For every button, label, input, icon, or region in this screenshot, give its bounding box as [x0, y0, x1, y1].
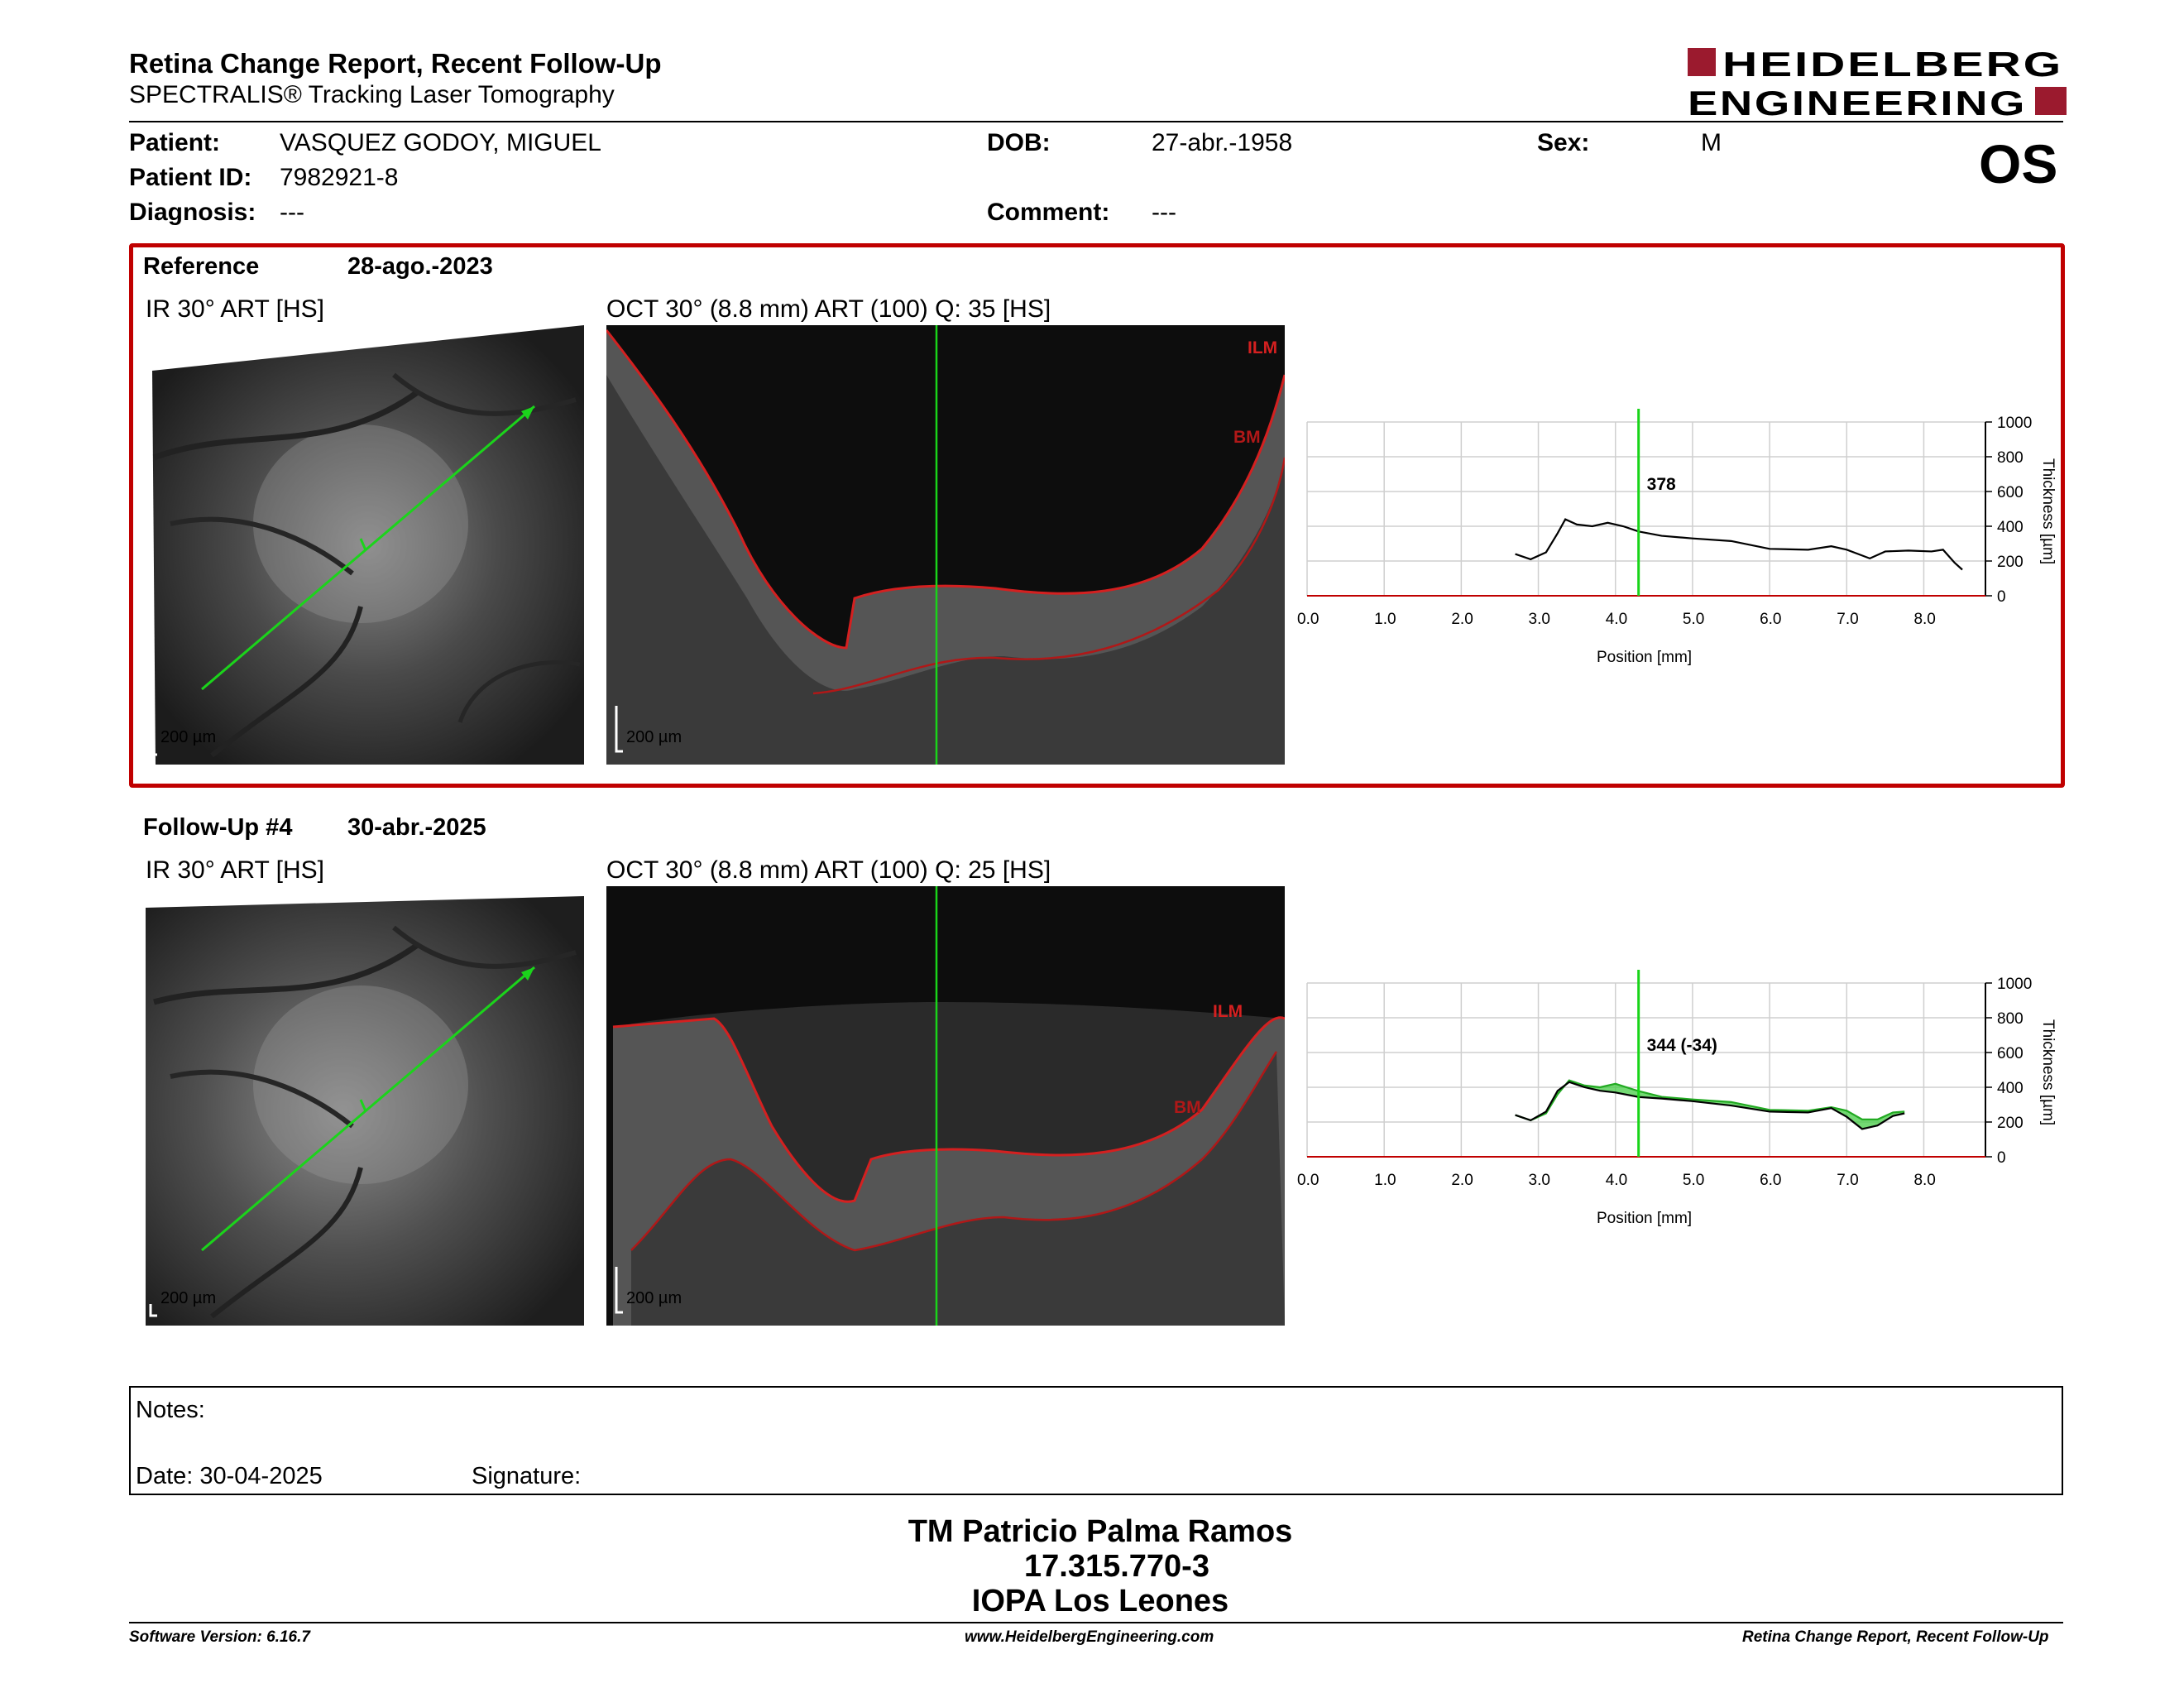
- logo-line2: ENGINEERING: [1688, 84, 2027, 118]
- reference-oct-bscan[interactable]: ILM BM 200 µm: [606, 325, 1285, 765]
- followup-plot-ytick-label: 800: [1997, 1010, 2024, 1028]
- reference-plot-series-line: [1515, 518, 1963, 571]
- reference-ir-scale-label: 200 µm: [160, 728, 216, 746]
- reference-plot-xtick-label: 4.0: [1606, 611, 1627, 628]
- patient-name: VASQUEZ GODOY, MIGUEL: [280, 129, 601, 156]
- reference-plot-ytick-label: 600: [1997, 484, 2024, 501]
- reference-plot-ytick-label: 1000: [1997, 415, 2032, 432]
- diagnosis-value: ---: [280, 199, 304, 226]
- followup-thickness-plot: 0 200 400 600 800 1000 0.0 1.0 2.0 3.0 4.0 5.0 6.0 7.…: [1297, 970, 2057, 1227]
- eye-indicator: OS: [1979, 133, 2058, 194]
- logo-line1: HEIDELBERG: [1722, 46, 2063, 84]
- diagnosis-label: Diagnosis:: [129, 199, 256, 226]
- reference-ilm-label: ILM: [1248, 338, 1277, 357]
- followup-plot-xtick-label: 3.0: [1529, 1172, 1550, 1189]
- software-version: Software Version: 6.16.7: [129, 1628, 310, 1646]
- reference-plot-xtick-label: 5.0: [1683, 611, 1704, 628]
- followup-bm-label: BM: [1174, 1098, 1201, 1117]
- followup-plot-ytick-label: 0: [1997, 1149, 2006, 1167]
- patient-label: Patient:: [129, 129, 221, 156]
- signer-institution: IOPA Los Leones: [971, 1584, 1229, 1618]
- reference-plot-xtick-label: 2.0: [1451, 611, 1473, 628]
- reference-date: 28-ago.-2023: [347, 253, 493, 280]
- footer-report-name: Retina Change Report, Recent Follow-Up: [1742, 1628, 2049, 1646]
- followup-plot-ytick-label: 200: [1997, 1115, 2024, 1132]
- followup-ilm-label: ILM: [1213, 1002, 1243, 1021]
- sex-label: Sex:: [1537, 129, 1590, 156]
- followup-oct-scale-label: 200 µm: [626, 1289, 682, 1307]
- followup-plot-change-area: [1515, 1080, 1905, 1129]
- followup-plot-xtick-label: 2.0: [1451, 1172, 1473, 1189]
- reference-plot-xtick-label: 1.0: [1374, 611, 1396, 628]
- followup-plot-xtick-label: 4.0: [1606, 1172, 1627, 1189]
- signature-label: Signature:: [472, 1463, 582, 1489]
- reference-plot-ytick-label: 800: [1997, 449, 2024, 467]
- dob-value: 27-abr.-1958: [1152, 129, 1293, 156]
- reference-ir-fundus-image[interactable]: 200 µm: [146, 325, 584, 765]
- followup-plot-xtick-label: 1.0: [1374, 1172, 1396, 1189]
- followup-plot-ytick-label: 400: [1997, 1080, 2024, 1097]
- followup-plot-series-line: [1515, 1081, 1905, 1130]
- followup-date: 30-abr.-2025: [347, 814, 486, 841]
- reference-plot-xtick-label: 3.0: [1529, 611, 1550, 628]
- followup-plot-xtick-label: 5.0: [1683, 1172, 1704, 1189]
- reference-plot-xtick-label: 6.0: [1760, 611, 1781, 628]
- followup-plot-ytick-label: 1000: [1997, 976, 2032, 993]
- website-link[interactable]: www.HeidelbergEngineering.com: [965, 1628, 1214, 1646]
- followup-oct-bscan[interactable]: ILM BM 200 µm: [606, 886, 1285, 1326]
- notes-box[interactable]: [129, 1386, 2063, 1495]
- followup-plot-ylabel: Thickness [µm]: [2039, 1019, 2057, 1125]
- reference-ir-title: IR 30° ART [HS]: [146, 295, 324, 323]
- reference-oct-scale-label: 200 µm: [626, 728, 682, 746]
- reference-plot-ytick-label: 400: [1997, 519, 2024, 536]
- followup-plot-xtick-label: 6.0: [1760, 1172, 1781, 1189]
- reference-plot-cursor-value: 378: [1647, 475, 1676, 494]
- followup-ir-fundus-image[interactable]: 200 µm: [146, 886, 584, 1326]
- reference-plot-xtick-label: 0.0: [1297, 611, 1319, 628]
- reference-plot-xtick-label: 7.0: [1837, 611, 1858, 628]
- heidelberg-logo: HEIDELBERG ENGINEERING: [1688, 46, 2067, 118]
- signer-id: 17.315.770-3: [1024, 1549, 1209, 1584]
- footer-divider: [129, 1622, 2063, 1623]
- signer-name: TM Patricio Palma Ramos: [908, 1514, 1293, 1549]
- reference-plot-ylabel: Thickness [µm]: [2039, 458, 2057, 564]
- followup-ir-scale-label: 200 µm: [160, 1289, 216, 1307]
- followup-plot-series-line: [1515, 1079, 1905, 1122]
- notes-label: Notes:: [136, 1397, 205, 1423]
- reference-label: Reference: [143, 253, 260, 280]
- report-subtitle: SPECTRALIS® Tracking Laser Tomography: [129, 81, 615, 108]
- followup-plot-xtick-label: 0.0: [1297, 1172, 1319, 1189]
- report-title: Retina Change Report, Recent Follow-Up: [129, 48, 662, 79]
- reference-oct-title: OCT 30° (8.8 mm) ART (100) Q: 35 [HS]: [606, 295, 1051, 323]
- reference-plot-xtick-label: 8.0: [1913, 611, 1935, 628]
- followup-label: Follow-Up #4: [143, 814, 293, 841]
- header-divider: [129, 121, 2063, 122]
- followup-oct-title: OCT 30° (8.8 mm) ART (100) Q: 25 [HS]: [606, 856, 1051, 884]
- reference-plot-xlabel: Position [mm]: [1597, 649, 1692, 666]
- followup-ir-title: IR 30° ART [HS]: [146, 856, 324, 884]
- reference-plot-ytick-label: 200: [1997, 554, 2024, 571]
- followup-plot-cursor-value: 344 (-34): [1647, 1036, 1717, 1055]
- reference-frame: [129, 243, 2065, 788]
- comment-value: ---: [1152, 199, 1176, 226]
- patient-id-label: Patient ID:: [129, 164, 252, 191]
- followup-plot-xtick-label: 7.0: [1837, 1172, 1858, 1189]
- followup-plot-xtick-label: 8.0: [1913, 1172, 1935, 1189]
- followup-plot-xlabel: Position [mm]: [1597, 1210, 1692, 1227]
- sex-value: M: [1701, 129, 1722, 156]
- reference-bm-label: BM: [1233, 428, 1261, 447]
- comment-label: Comment:: [987, 199, 1110, 226]
- patient-id-value: 7982921-8: [280, 164, 399, 191]
- followup-plot-ytick-label: 600: [1997, 1045, 2024, 1062]
- notes-date: Date: 30-04-2025: [136, 1463, 323, 1489]
- dob-label: DOB:: [987, 129, 1051, 156]
- reference-thickness-plot: 0 200 400 600 800 1000 0.0 1.0 2.0 3.0 4.0 5.0 6.0 7.…: [1297, 409, 2057, 666]
- reference-plot-ytick-label: 0: [1997, 588, 2006, 606]
